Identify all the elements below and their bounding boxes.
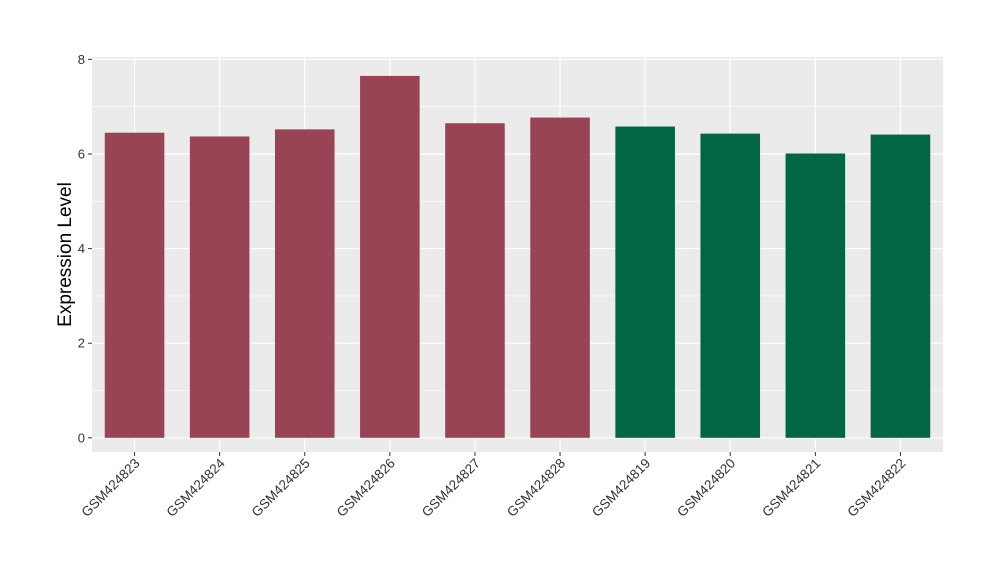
x-axis: GSM424823 GSM424824 GSM424825 GSM424826 GSM4… <box>78 452 909 520</box>
bar-GSM424822 <box>870 134 931 438</box>
bar-GSM424819 <box>615 126 675 438</box>
y-axis: 0 2 4 6 8 <box>78 52 92 445</box>
y-tick-label: 4 <box>78 241 85 256</box>
y-axis-title: Expression Level <box>55 182 76 327</box>
bar-GSM424828 <box>530 117 590 438</box>
x-tick-label: GSM424827 <box>419 456 483 520</box>
x-tick-label: GSM424820 <box>674 456 738 520</box>
x-tick-label: GSM424826 <box>334 456 398 520</box>
x-tick-label: GSM424828 <box>504 456 568 520</box>
x-tick-label: GSM424821 <box>759 456 823 520</box>
bar-GSM424820 <box>700 133 761 438</box>
bar-GSM424825 <box>274 129 335 438</box>
bar-GSM424823 <box>104 132 165 438</box>
bar-GSM424827 <box>445 123 505 438</box>
bar-GSM424826 <box>360 75 420 438</box>
y-tick-label: 8 <box>78 52 85 67</box>
bar-GSM424824 <box>189 136 250 438</box>
x-tick-label: GSM424823 <box>78 456 142 520</box>
y-tick-label: 2 <box>78 336 85 351</box>
x-tick-label: GSM424819 <box>589 456 653 520</box>
x-tick-label: GSM424822 <box>844 456 908 520</box>
x-tick-label: GSM424824 <box>164 455 229 520</box>
x-tick-label: GSM424825 <box>249 456 313 520</box>
bars-group <box>104 75 931 438</box>
y-tick-label: 6 <box>78 146 85 161</box>
bar-GSM424821 <box>785 153 846 438</box>
y-tick-label: 0 <box>78 430 85 445</box>
